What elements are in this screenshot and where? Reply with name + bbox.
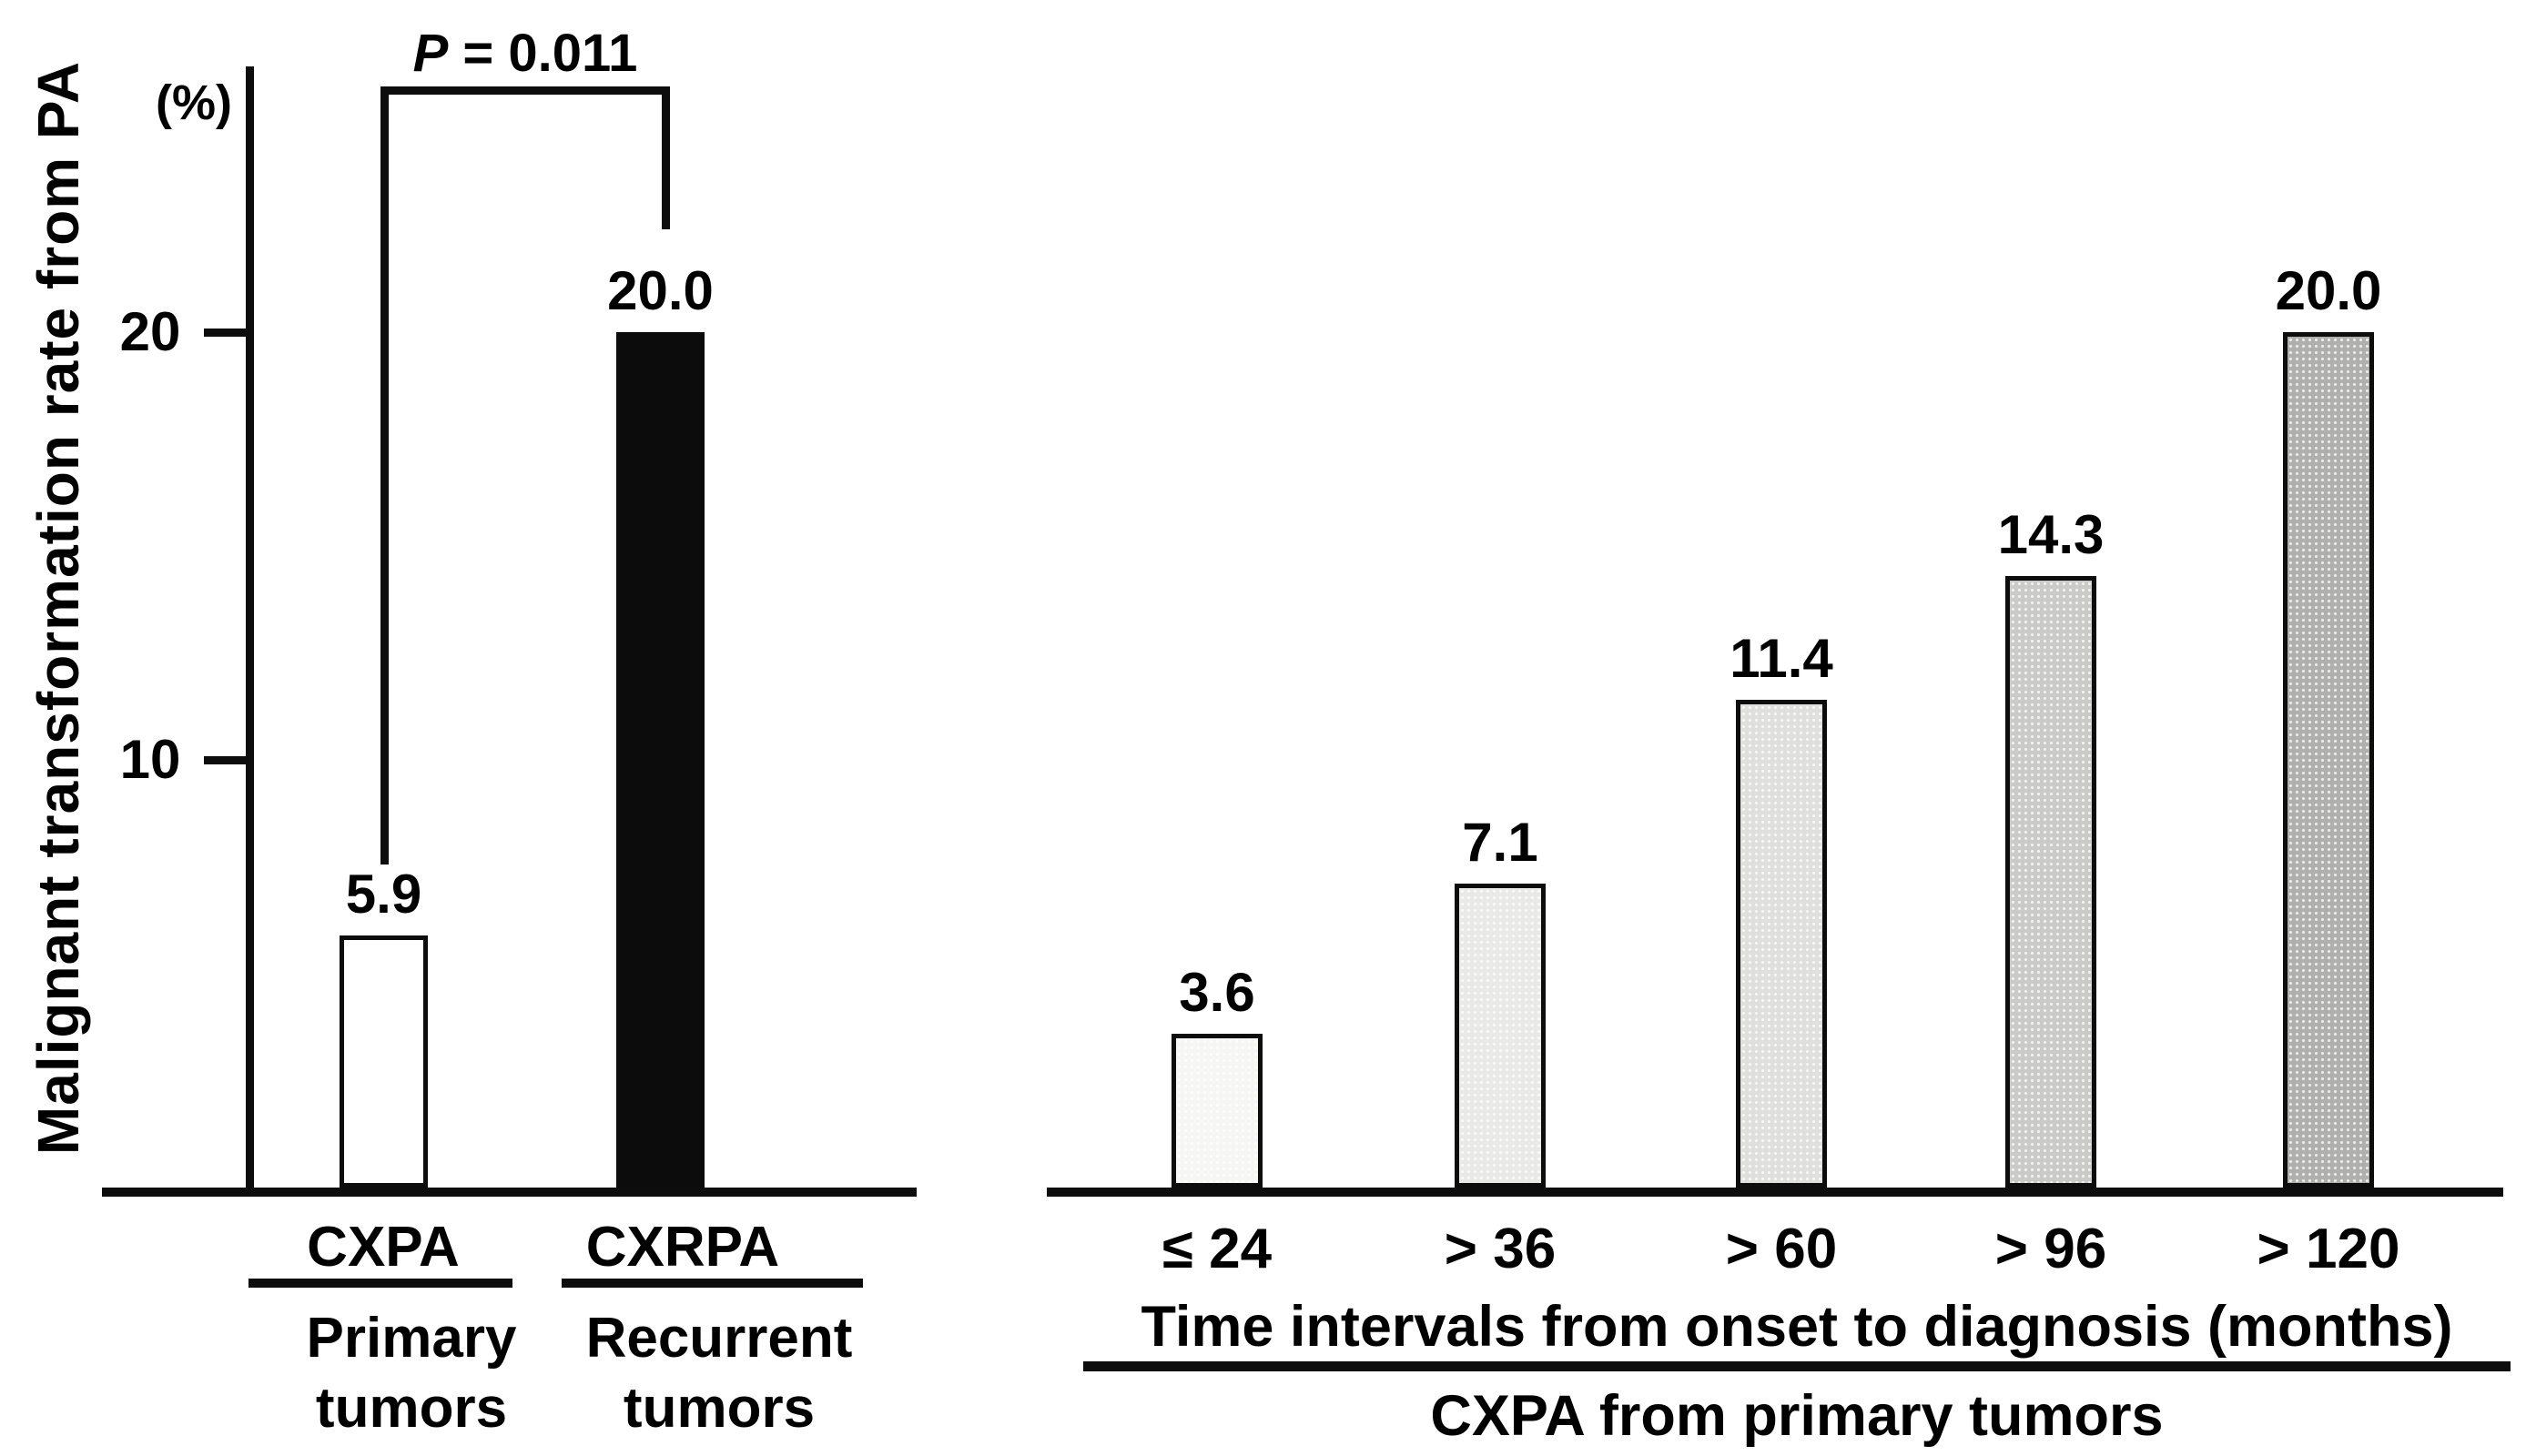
bar-value-label-interval-4: 14.3: [1997, 504, 2105, 565]
category-underline-CXRPA: [561, 1279, 863, 1288]
y-tick-mark-20: [204, 329, 246, 337]
x-axis-title: Time intervals from onset to diagnosis (…: [1141, 1295, 2453, 1359]
p-value-label: P = 0.011: [298, 25, 753, 82]
bar-CXRPA: [616, 332, 705, 1188]
y-tick-mark-10: [204, 756, 246, 764]
x-tick-label-4: > 96: [1994, 1218, 2107, 1280]
bar-interval-4: [2005, 576, 2096, 1188]
x-tick-label-5: > 120: [2257, 1218, 2400, 1280]
bar-value-label-CXPA: 5.9: [345, 864, 422, 925]
bar-CXPA: [340, 935, 428, 1188]
y-axis-title: Malignant transformation rate from PA: [25, 60, 91, 1156]
bar-value-label-interval-1: 3.6: [1179, 962, 1255, 1023]
y-tick-label-20: 20: [119, 301, 181, 362]
bar-interval-1: [1172, 1034, 1263, 1188]
group-label-CXPA: Primary tumors: [306, 1307, 517, 1440]
x-axis-group-label: CXPA from primary tumors: [1430, 1384, 2164, 1448]
y-tick-label-10: 10: [119, 729, 181, 790]
bar-interval-2: [1455, 884, 1546, 1188]
significance-bracket-bar: [380, 86, 670, 95]
bar-value-label-interval-2: 7.1: [1462, 812, 1538, 873]
bar-value-label-CXRPA: 20.0: [607, 260, 714, 321]
category-label-CXPA: CXPA: [307, 1216, 460, 1279]
p-symbol: P: [412, 24, 449, 83]
x-tick-label-3: > 60: [1725, 1218, 1838, 1280]
p-value-text: = 0.011: [448, 24, 638, 83]
x-tick-label-2: > 36: [1444, 1218, 1557, 1280]
significance-bracket-left-leg: [380, 86, 389, 864]
bar-interval-3: [1736, 700, 1827, 1188]
category-underline-CXPA: [249, 1279, 512, 1288]
x-axis-title-underline: [1083, 1361, 2511, 1371]
category-label-CXRPA: CXRPA: [585, 1216, 780, 1279]
left-x-axis-line: [102, 1188, 917, 1197]
right-x-axis-line: [1047, 1188, 2503, 1197]
x-tick-label-1: ≤ 24: [1162, 1218, 1273, 1280]
significance-bracket-right-leg: [662, 86, 670, 229]
y-axis-unit-label: (%): [156, 76, 232, 130]
bar-value-label-interval-5: 20.0: [2275, 260, 2382, 321]
bar-interval-5: [2283, 332, 2374, 1188]
y-axis-line: [246, 66, 254, 1197]
group-label-CXRPA: Recurrent tumors: [585, 1307, 853, 1440]
bar-value-label-interval-3: 11.4: [1730, 628, 1833, 689]
